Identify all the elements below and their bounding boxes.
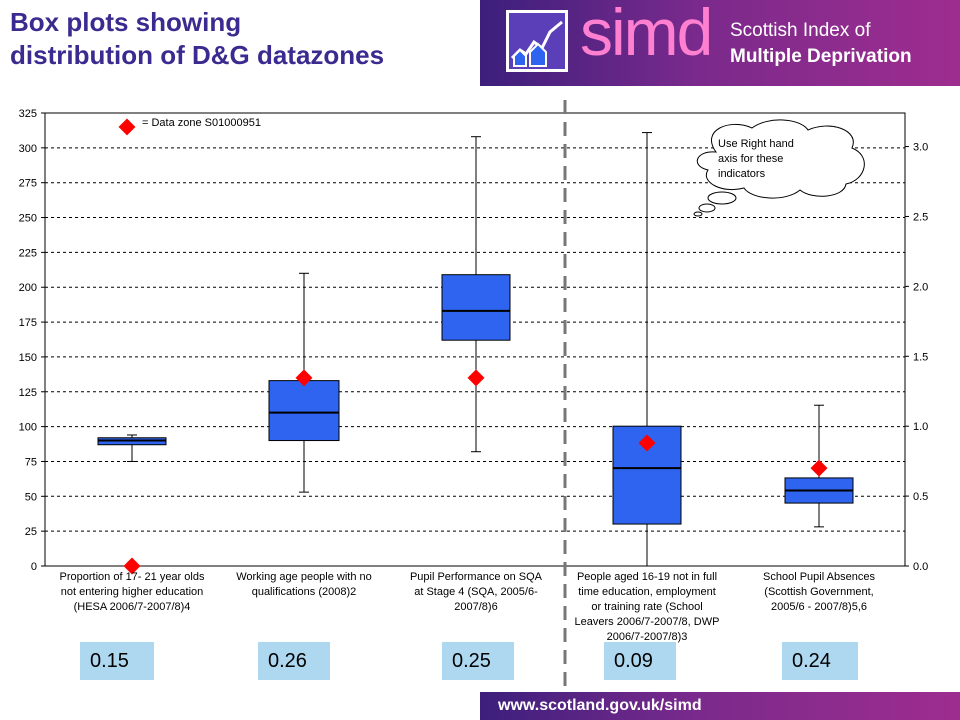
callout-text: indicators xyxy=(718,168,766,180)
correlation-badge-5: 0.24 xyxy=(782,642,858,680)
category-label: (HESA 2006/7-2007/8)4 xyxy=(74,601,191,613)
plot-frame xyxy=(44,112,906,567)
box-iqr xyxy=(268,380,340,442)
left-tick-label: 100 xyxy=(19,422,37,434)
simd-logo-icon xyxy=(506,10,568,72)
left-tick-label: 150 xyxy=(19,352,37,364)
correlation-badge-2: 0.26 xyxy=(258,642,330,680)
correlation-badge-4: 0.09 xyxy=(604,642,676,680)
category-label: Proportion of 17- 21 year olds xyxy=(60,571,205,583)
left-tick-label: 25 xyxy=(25,526,37,538)
box-plot-chart: 0 25 50 75 100 125 150 175 200 225 250 275 300 325 0.0… xyxy=(19,100,928,690)
category-label: 2006/7-2007/8)3 xyxy=(607,631,688,643)
callout-cloud xyxy=(696,119,865,199)
right-tick-label: 0.0 xyxy=(913,561,928,573)
left-tick-label: 250 xyxy=(19,213,37,225)
right-tick-label: 0.5 xyxy=(913,491,928,503)
category-label: not entering higher education xyxy=(61,586,204,598)
right-tick-label: 3.0 xyxy=(913,142,928,154)
category-label: (Scottish Government, xyxy=(764,586,873,598)
category-label: 2007/8)6 xyxy=(454,601,497,613)
correlation-badge-3: 0.25 xyxy=(442,642,514,680)
callout-text: Use Right hand xyxy=(718,138,794,150)
simd-wordmark: simd xyxy=(580,0,713,69)
callout-bubble-1 xyxy=(707,191,737,205)
datazone-marker xyxy=(810,459,828,477)
box-iqr xyxy=(441,274,511,341)
right-tick-label: 2.0 xyxy=(913,281,928,293)
left-tick-label: 125 xyxy=(19,387,37,399)
category-label: at Stage 4 (SQA, 2005/6- xyxy=(414,586,538,598)
simd-banner: simd Scottish Index of Multiple Deprivat… xyxy=(480,0,960,86)
category-label: time education, employment xyxy=(578,586,716,598)
left-tick-label: 275 xyxy=(19,178,37,190)
right-tick-label: 2.5 xyxy=(913,211,928,223)
category-label: or training rate (School xyxy=(591,601,702,613)
title-line-2: distribution of D&G datazones xyxy=(10,40,385,70)
left-tick-label: 175 xyxy=(19,317,37,329)
left-tick-label: 50 xyxy=(25,491,37,503)
callout-text: axis for these xyxy=(718,153,783,165)
datazone-marker xyxy=(467,369,485,387)
left-tick-label: 75 xyxy=(25,456,37,468)
category-label: Pupil Performance on SQA xyxy=(410,571,543,583)
correlation-badge-1: 0.15 xyxy=(80,642,154,680)
category-label: School Pupil Absences xyxy=(763,571,875,583)
category-label: qualifications (2008)2 xyxy=(252,586,357,598)
left-tick-label: 325 xyxy=(19,108,37,120)
footer-bar: www.scotland.gov.uk/simd xyxy=(480,692,960,720)
left-tick-label: 225 xyxy=(19,247,37,259)
title-line-1: Box plots showing xyxy=(10,7,242,37)
right-tick-label: 1.5 xyxy=(913,351,928,363)
datazone-marker xyxy=(638,434,656,452)
left-tick-label: 200 xyxy=(19,282,37,294)
datazone-marker xyxy=(295,369,313,387)
footer-url: www.scotland.gov.uk/simd xyxy=(498,697,702,714)
legend-marker xyxy=(118,118,136,136)
left-tick-label: 0 xyxy=(31,561,37,573)
category-label: Working age people with no xyxy=(236,571,372,583)
callout-bubble-2 xyxy=(698,203,716,213)
callout-bubble-3 xyxy=(693,211,703,217)
category-label: People aged 16-19 not in full xyxy=(577,571,717,583)
brand-line-1: Scottish Index of xyxy=(730,20,871,41)
legend-text: = Data zone S01000951 xyxy=(142,117,261,129)
category-label: 2005/6 - 2007/8)5,6 xyxy=(771,601,867,613)
category-label: Leavers 2006/7-2007/8, DWP xyxy=(575,616,720,628)
datazone-marker xyxy=(123,557,141,575)
right-tick-label: 1.0 xyxy=(913,421,928,433)
brand-line-2: Multiple Deprivation xyxy=(730,46,912,67)
page-title: Box plots showing distribution of D&G da… xyxy=(10,6,480,72)
left-tick-label: 300 xyxy=(19,143,37,155)
